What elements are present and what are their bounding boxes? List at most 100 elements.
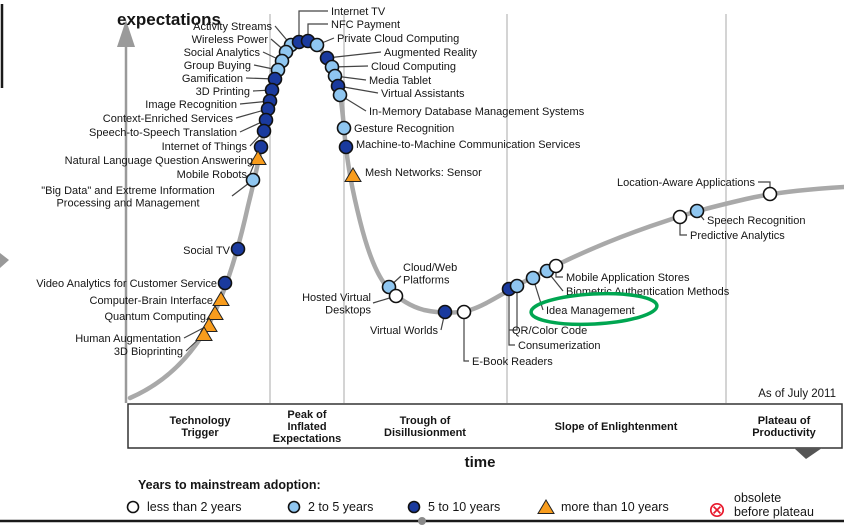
phase-label-slope-of-enlightenment: Slope of Enlightenment — [555, 421, 678, 433]
quantum-computing-label: Quantum Computing — [105, 311, 207, 323]
3d-bioprinting-point — [195, 326, 213, 341]
biometric-authentication-methods-label: Biometric Authentication Methods — [566, 286, 730, 298]
expectations-axis — [117, 20, 135, 403]
media-tablet-label: Media Tablet — [369, 75, 431, 87]
quantum-computing-point — [206, 305, 224, 320]
nfc-payment-label: NFC Payment — [331, 19, 400, 31]
augmented-reality-label: Augmented Reality — [384, 47, 477, 59]
expectations-axis-arrowhead-icon — [117, 20, 135, 47]
x-axis-title: time — [465, 454, 496, 471]
group-buying-label: Group Buying — [184, 60, 251, 72]
legend-symbol-less-than-2-years — [126, 500, 140, 514]
consumerization-connector — [508, 289, 515, 346]
qr-color-code-label: QR/Color Code — [512, 325, 587, 337]
mesh-networks-sensor-label: Mesh Networks: Sensor — [365, 167, 482, 179]
social-analytics-label: Social Analytics — [184, 47, 261, 59]
legend-symbol-2-to-5-years — [287, 500, 301, 514]
bottom-scrollbar-dot-artifact — [418, 517, 426, 525]
consumerization-label: Consumerization — [518, 340, 601, 352]
human-augmentation-label: Human Augmentation — [75, 333, 181, 345]
cloud-web-platforms-label: Cloud/Web — [403, 262, 457, 274]
cloud-computing-label: Cloud Computing — [371, 61, 456, 73]
social-tv-point — [230, 241, 246, 257]
in-memory-database-management-systems-point — [332, 87, 348, 103]
legend-symbol-5-to-10-years — [407, 500, 421, 514]
computer-brain-interface-point — [212, 291, 230, 306]
video-analytics-for-customer-service-label: Video Analytics for Customer Service — [36, 278, 217, 290]
qr-color-code-connector — [509, 286, 518, 331]
in-memory-database-management-systems-label: In-Memory Database Management Systems — [369, 106, 585, 118]
gesture-recognition-label: Gesture Recognition — [354, 123, 454, 135]
data-points — [195, 33, 778, 341]
phase-label-technology-trigger: Technology — [170, 415, 232, 427]
as-of-date: As of July 2011 — [758, 388, 836, 400]
e-book-readers-connector — [463, 312, 469, 362]
computer-brain-interface-label: Computer-Brain Interface — [90, 295, 214, 307]
legend-label-2-to-5-years: 2 to 5 years — [308, 500, 373, 514]
legend-symbol-more-than-10-years — [537, 499, 555, 514]
predictive-analytics-point — [672, 209, 688, 225]
hosted-virtual-desktops-label: Desktops — [325, 305, 371, 317]
speech-recognition-label: Speech Recognition — [707, 215, 805, 227]
cloud-web-platforms-label: Platforms — [403, 275, 450, 287]
phase-label-technology-trigger: Trigger — [181, 427, 219, 439]
augmented-reality-connector — [326, 51, 382, 59]
social-tv-label: Social TV — [183, 245, 231, 257]
hosted-virtual-desktops-point — [388, 288, 404, 304]
phase-label-trough-of-disillusionment: Trough of — [400, 415, 451, 427]
mobile-application-stores-point — [548, 258, 564, 274]
phase-band — [127, 403, 843, 449]
private-cloud-computing-point — [309, 37, 325, 53]
natural-language-question-answering-point — [249, 150, 267, 165]
legend-label-5-to-10-years: 5 to 10 years — [428, 500, 500, 514]
e-book-readers-label: E-Book Readers — [472, 356, 553, 368]
idea-management-label: Idea Management — [546, 305, 635, 317]
private-cloud-computing-label: Private Cloud Computing — [337, 33, 459, 45]
wireless-power-label: Wireless Power — [192, 34, 269, 46]
video-analytics-for-customer-service-point — [217, 275, 233, 291]
phase-label-peak-of-inflated-expectations: Peak of — [287, 409, 326, 421]
mobile-robots-point — [253, 139, 269, 155]
location-aware-applications-point — [762, 186, 778, 202]
gesture-recognition-point — [336, 120, 352, 136]
phase-label-peak-of-inflated-expectations: Expectations — [273, 433, 341, 445]
internet-of-things-point — [256, 123, 272, 139]
mesh-networks-sensor-point — [344, 167, 362, 182]
legend-label-less-than-2-years: less than 2 years — [147, 500, 242, 514]
speech-recognition-point — [689, 203, 705, 219]
internet-tv-label: Internet TV — [331, 6, 386, 18]
legend-label-obsolete: obsolete — [734, 491, 781, 505]
context-enriched-services-label: Context-Enriched Services — [103, 113, 234, 125]
y-axis-title: expectations — [117, 10, 221, 29]
virtual-worlds-label: Virtual Worlds — [370, 325, 439, 337]
predictive-analytics-label: Predictive Analytics — [690, 230, 785, 242]
phase-label-plateau-of-productivity: Productivity — [752, 427, 816, 439]
machine-to-machine-communication-services-point — [338, 139, 354, 155]
big-data-and-extreme-information-processing-and-management-point — [245, 172, 261, 188]
activity-streams-label: Activity Streams — [193, 21, 272, 33]
time-axis-arrowhead-icon — [794, 448, 822, 459]
phase-label-trough-of-disillusionment: Disillusionment — [384, 427, 466, 439]
phase-label-plateau-of-productivity: Plateau of — [758, 415, 811, 427]
idea-management-highlight-ellipse — [529, 291, 659, 327]
3d-printing-label: 3D Printing — [196, 86, 250, 98]
phase-label-peak-of-inflated-expectations: Inflated — [287, 421, 326, 433]
internet-tv-connector — [298, 10, 328, 42]
legend: less than 2 years 2 to 5 years 5 to 10 yea… — [126, 491, 814, 519]
mobile-application-stores-label: Mobile Application Stores — [566, 272, 690, 284]
location-aware-applications-label: Location-Aware Applications — [617, 177, 755, 189]
image-recognition-label: Image Recognition — [145, 99, 237, 111]
internet-of-things-label: Internet of Things — [162, 141, 248, 153]
e-book-readers-point — [456, 304, 472, 320]
legend-symbol-obsolete-icon — [709, 502, 725, 518]
mobile-robots-label: Mobile Robots — [177, 169, 248, 181]
hosted-virtual-desktops-label: Hosted Virtual — [302, 292, 371, 304]
virtual-worlds-point — [437, 304, 453, 320]
qr-color-code-point — [509, 278, 525, 294]
legend-label-obsolete: before plateau — [734, 505, 814, 519]
big-data-and-extreme-information-processing-and-management-label: Processing and Management — [56, 198, 199, 210]
